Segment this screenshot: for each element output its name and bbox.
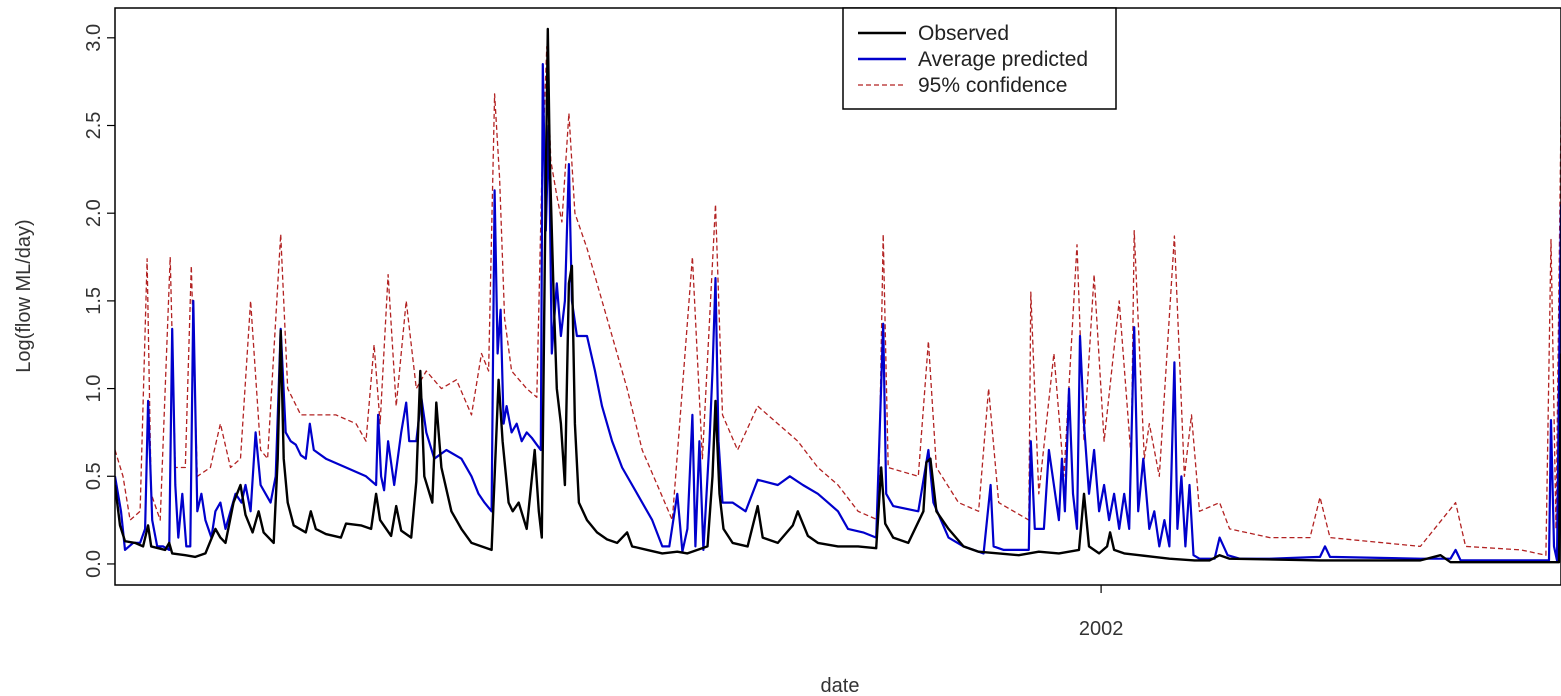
legend-label: Observed [918,22,1009,45]
y-axis-label: Log(flow ML/day) [13,219,35,372]
y-tick-label: 1.0 [83,375,105,403]
y-axis: 0.0 0.5 1.0 1.5 2.0 2.5 3.0 [83,24,115,578]
x-axis-label: date [821,675,860,696]
series-line-average-predicted [115,62,1561,562]
series-layer [115,27,1561,564]
y-tick-label: 2.0 [83,199,105,227]
y-tick-label: 0.5 [83,462,105,490]
x-axis: 2002 [1079,585,1124,640]
legend-label: Average predicted [918,48,1088,71]
y-tick-label: 1.5 [83,287,105,315]
series-line-observed [115,27,1561,564]
series-line-95-confidence [115,45,1561,556]
y-tick-label: 0.0 [83,550,105,578]
plot-frame [114,7,1561,586]
y-tick-label: 2.5 [83,112,105,140]
y-tick-label: 3.0 [83,24,105,52]
x-tick-label: 2002 [1079,618,1124,640]
legend-label: 95% confidence [918,74,1067,97]
legend: Observed Average predicted 95% confidence [842,7,1117,110]
